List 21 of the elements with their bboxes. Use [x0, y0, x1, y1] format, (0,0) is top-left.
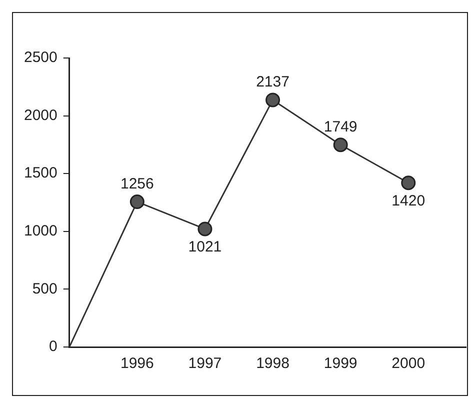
- point: [266, 92, 280, 108]
- x-tick-label: 2000: [392, 355, 426, 372]
- y-tick-label: 1500: [24, 164, 58, 182]
- point: [130, 194, 144, 210]
- x-tick-label: 1996: [120, 355, 154, 372]
- point: [333, 138, 348, 152]
- x-tick-label: 1997: [188, 355, 222, 372]
- data-label: 1420: [392, 192, 426, 210]
- y-tick-label: 1000: [24, 222, 58, 240]
- x-tick-label: 1998: [256, 355, 290, 372]
- data-label: 2137: [256, 74, 290, 91]
- data-label: 1749: [324, 118, 358, 136]
- data-label: 1256: [120, 175, 154, 192]
- y-tick-label: 2000: [24, 106, 58, 124]
- y-tick-label: 2500: [24, 49, 58, 66]
- point: [198, 222, 212, 236]
- x-tick-label: 1999: [324, 355, 358, 372]
- point: [401, 176, 416, 190]
- y-tick-label: 500: [32, 280, 58, 298]
- data-label: 1021: [188, 238, 222, 256]
- y-tick-label: 0: [49, 338, 58, 356]
